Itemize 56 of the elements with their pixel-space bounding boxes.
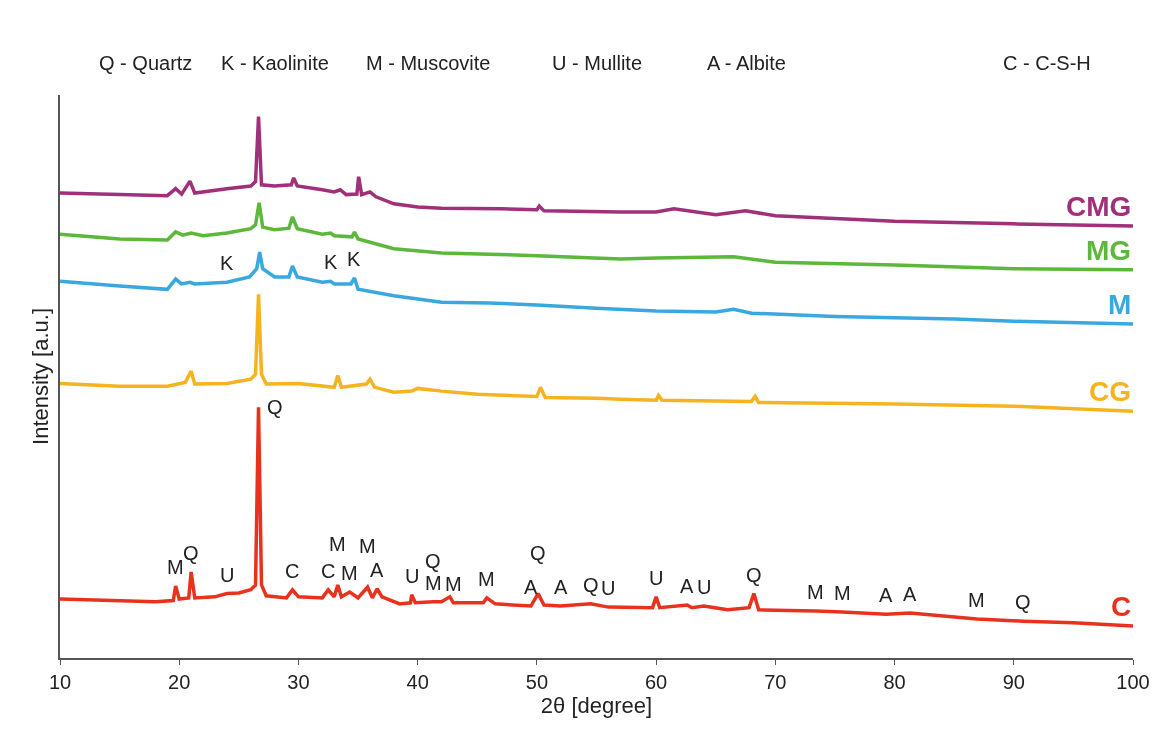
annotation: Q <box>1015 591 1031 613</box>
annotation: M <box>341 562 358 584</box>
annotation: M <box>834 582 851 604</box>
x-tick-label: 50 <box>525 670 549 693</box>
annotation: M <box>425 572 442 594</box>
annotation: A <box>879 584 893 606</box>
text: C - C-S-H <box>1003 52 1091 74</box>
x-tick-label: 20 <box>168 670 191 693</box>
annotation: U <box>601 577 616 599</box>
text: U - Mullite <box>552 52 643 74</box>
x-tick-label: 100 <box>1116 670 1150 693</box>
text: Q - Quartz <box>99 52 193 74</box>
annotation: U <box>220 564 235 586</box>
annotation: U <box>649 567 664 589</box>
annotation: Q <box>530 542 546 564</box>
annotation: A <box>554 576 568 598</box>
annotation: U <box>405 565 420 587</box>
annotation: Q <box>746 564 762 586</box>
text: A - Albite <box>707 52 786 74</box>
annotation: M <box>167 556 184 578</box>
annotation: M <box>329 533 346 555</box>
annotation: A <box>680 575 694 597</box>
x-tick-label: 40 <box>406 670 429 693</box>
text: M - Muscovite <box>366 52 491 74</box>
x-axis-title: 2θ [degree] <box>540 692 653 718</box>
annotation: Q <box>267 396 283 418</box>
annotation: C <box>321 560 336 582</box>
x-tick-label: 80 <box>883 670 906 693</box>
x-tick-label: 10 <box>48 670 72 693</box>
y-axis-title: Intensity [a.u.] <box>27 308 53 445</box>
x-tick-label: 90 <box>1002 670 1025 693</box>
annotation: A <box>370 559 384 581</box>
annotation: A <box>524 576 538 598</box>
annotation: Q <box>425 550 441 572</box>
series-label: CMG <box>1066 191 1132 222</box>
x-tick-label: 70 <box>764 670 787 693</box>
series-label: MG <box>1086 235 1132 266</box>
annotation: Q <box>583 574 599 596</box>
annotation: Q <box>183 542 199 564</box>
annotation: K <box>347 248 361 270</box>
annotation: M <box>807 581 824 603</box>
text: K - Kaolinite <box>221 52 329 74</box>
x-tick-label: 60 <box>644 670 668 693</box>
annotation: M <box>478 568 495 590</box>
annotation: A <box>903 583 917 605</box>
series-label: M <box>1108 289 1132 320</box>
annotation: M <box>359 535 376 557</box>
series-label: C <box>1111 591 1132 622</box>
annotation: U <box>697 576 712 598</box>
annotation: M <box>445 573 462 595</box>
x-tick-label: 30 <box>287 670 310 693</box>
series-label: CG <box>1089 376 1131 407</box>
annotation: K <box>324 251 338 273</box>
annotation: K <box>220 252 234 274</box>
annotation: C <box>285 560 300 582</box>
annotation: M <box>968 589 985 611</box>
